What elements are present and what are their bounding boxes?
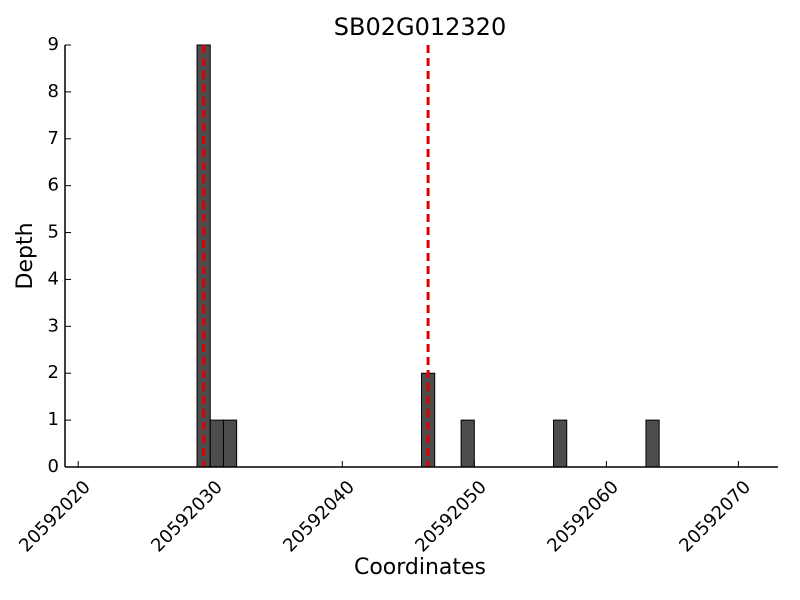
- y-tick-label: 4: [48, 268, 59, 289]
- y-tick-label: 3: [48, 315, 59, 336]
- x-tick-label: 20592070: [675, 477, 755, 557]
- bar: [553, 419, 568, 468]
- x-tick-label: 20592020: [15, 477, 95, 557]
- y-tick-label: 9: [48, 34, 59, 55]
- y-tick-label: 5: [48, 222, 59, 243]
- x-tick-label: 20592040: [279, 477, 359, 557]
- x-tick-label: 20592030: [147, 477, 227, 557]
- x-tick-label: 20592060: [543, 477, 623, 557]
- y-tick-label: 6: [48, 175, 59, 196]
- y-tick-label: 1: [48, 409, 59, 430]
- x-axis-label: Coordinates: [354, 555, 486, 580]
- bar: [460, 419, 475, 468]
- bar: [222, 419, 238, 468]
- y-tick-label: 0: [48, 456, 59, 477]
- y-tick-label: 2: [48, 362, 59, 383]
- chart-title: SB02G012320: [334, 13, 506, 41]
- y-tick-label: 8: [48, 81, 59, 102]
- bar: [645, 419, 660, 468]
- y-axis-label: Depth: [13, 222, 38, 289]
- x-tick-label: 20592050: [411, 477, 491, 557]
- y-tick-label: 7: [48, 128, 59, 149]
- bar: [209, 419, 224, 468]
